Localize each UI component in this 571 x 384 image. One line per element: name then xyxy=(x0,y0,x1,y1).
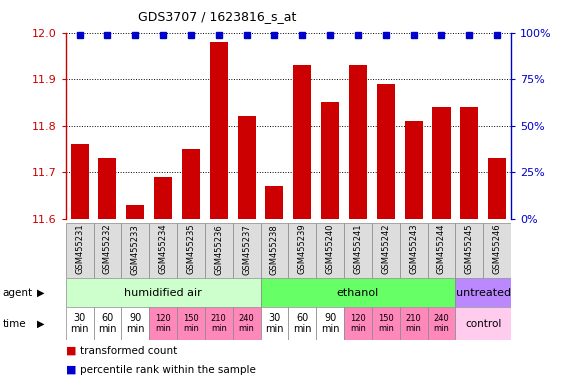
Text: percentile rank within the sample: percentile rank within the sample xyxy=(80,365,256,375)
Text: GSM455233: GSM455233 xyxy=(131,224,140,275)
Text: GSM455242: GSM455242 xyxy=(381,224,391,274)
Text: 30
min: 30 min xyxy=(265,313,284,334)
Text: 240
min: 240 min xyxy=(433,314,449,333)
Bar xyxy=(288,223,316,278)
Bar xyxy=(266,186,283,219)
Bar xyxy=(460,107,478,219)
Bar xyxy=(372,307,400,340)
Bar xyxy=(344,223,372,278)
Bar xyxy=(456,223,483,278)
Bar xyxy=(182,149,200,219)
Text: GSM455240: GSM455240 xyxy=(325,224,335,274)
Text: GSM455241: GSM455241 xyxy=(353,224,363,274)
Text: time: time xyxy=(3,318,26,329)
Text: GSM455246: GSM455246 xyxy=(493,224,502,275)
Text: ▶: ▶ xyxy=(37,318,45,329)
Text: ethanol: ethanol xyxy=(337,288,379,298)
Bar xyxy=(400,307,428,340)
Bar xyxy=(377,84,395,219)
Bar xyxy=(260,223,288,278)
Bar xyxy=(344,307,372,340)
Bar xyxy=(177,307,205,340)
Text: ■: ■ xyxy=(66,346,76,356)
Text: GSM455234: GSM455234 xyxy=(159,224,168,275)
Bar xyxy=(260,278,456,307)
Text: 30
min: 30 min xyxy=(70,313,89,334)
Bar xyxy=(94,307,122,340)
Text: transformed count: transformed count xyxy=(80,346,177,356)
Bar xyxy=(400,223,428,278)
Text: humidified air: humidified air xyxy=(124,288,202,298)
Text: GSM455236: GSM455236 xyxy=(214,224,223,275)
Bar xyxy=(238,116,256,219)
Text: 210
min: 210 min xyxy=(405,314,421,333)
Bar xyxy=(488,158,506,219)
Bar xyxy=(154,177,172,219)
Text: 120
min: 120 min xyxy=(155,314,171,333)
Text: untreated: untreated xyxy=(456,288,511,298)
Bar xyxy=(94,223,122,278)
Text: 90
min: 90 min xyxy=(321,313,339,334)
Text: GSM455232: GSM455232 xyxy=(103,224,112,275)
Bar xyxy=(288,307,316,340)
Bar xyxy=(233,307,260,340)
Bar xyxy=(293,65,311,219)
Bar xyxy=(428,307,456,340)
Bar xyxy=(126,205,144,219)
Bar xyxy=(405,121,423,219)
Bar xyxy=(71,144,89,219)
Text: 60
min: 60 min xyxy=(98,313,116,334)
Text: ▶: ▶ xyxy=(37,288,45,298)
Bar xyxy=(205,307,233,340)
Text: agent: agent xyxy=(3,288,33,298)
Bar xyxy=(149,307,177,340)
Bar xyxy=(432,107,451,219)
Bar xyxy=(149,223,177,278)
Bar xyxy=(122,307,149,340)
Bar xyxy=(122,223,149,278)
Bar xyxy=(349,65,367,219)
Bar xyxy=(260,307,288,340)
Bar xyxy=(210,42,228,219)
Bar xyxy=(428,223,456,278)
Text: GSM455235: GSM455235 xyxy=(186,224,195,275)
Bar xyxy=(456,307,511,340)
Text: ■: ■ xyxy=(66,365,76,375)
Bar xyxy=(177,223,205,278)
Text: 60
min: 60 min xyxy=(293,313,312,334)
Text: 240
min: 240 min xyxy=(239,314,255,333)
Bar xyxy=(66,278,260,307)
Text: control: control xyxy=(465,318,501,329)
Bar xyxy=(66,223,94,278)
Text: 150
min: 150 min xyxy=(183,314,199,333)
Bar xyxy=(316,307,344,340)
Bar xyxy=(98,158,116,219)
Bar xyxy=(456,278,511,307)
Bar xyxy=(483,223,511,278)
Bar xyxy=(205,223,233,278)
Text: GSM455239: GSM455239 xyxy=(297,224,307,275)
Bar xyxy=(321,103,339,219)
Bar xyxy=(372,223,400,278)
Text: 90
min: 90 min xyxy=(126,313,144,334)
Text: GSM455237: GSM455237 xyxy=(242,224,251,275)
Bar xyxy=(66,307,94,340)
Text: GSM455245: GSM455245 xyxy=(465,224,474,274)
Bar xyxy=(316,223,344,278)
Text: GSM455244: GSM455244 xyxy=(437,224,446,274)
Bar xyxy=(233,223,260,278)
Text: 120
min: 120 min xyxy=(350,314,366,333)
Text: GSM455238: GSM455238 xyxy=(270,224,279,275)
Text: GSM455231: GSM455231 xyxy=(75,224,84,275)
Text: GDS3707 / 1623816_s_at: GDS3707 / 1623816_s_at xyxy=(138,10,296,23)
Text: 150
min: 150 min xyxy=(378,314,394,333)
Text: GSM455243: GSM455243 xyxy=(409,224,418,275)
Text: 210
min: 210 min xyxy=(211,314,227,333)
